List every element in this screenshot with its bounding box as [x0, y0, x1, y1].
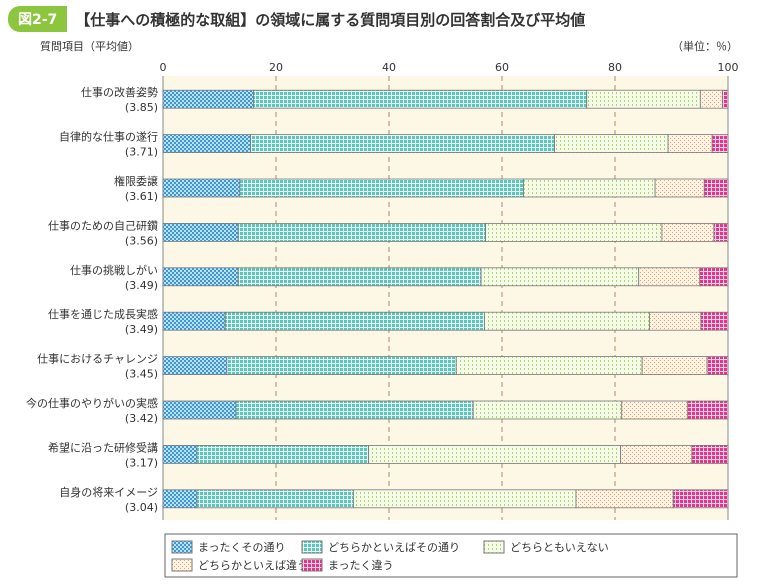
- legend-swatch: [171, 540, 193, 554]
- mean-value-label: (3.71): [125, 146, 158, 159]
- figure-title-bar: 図2-7 【仕事への積極的な取組】の領域に属する質問項目別の回答割合及び平均値: [8, 6, 585, 32]
- bar-segment: [250, 134, 555, 154]
- mean-value-label: (3.85): [125, 101, 158, 114]
- bar-segment: [455, 356, 643, 376]
- category-label: 自身の将来イメージ: [59, 485, 158, 499]
- mean-value-label: (3.49): [125, 279, 158, 292]
- legend-swatch: [171, 558, 193, 572]
- bar-segment: [711, 134, 729, 154]
- bar-segment: [480, 267, 640, 287]
- mean-value-label: (3.17): [125, 456, 158, 469]
- category-label: 仕事の改善姿勢: [81, 85, 158, 99]
- category-label: 仕事を通じた成長実感: [48, 307, 158, 321]
- x-tick-label: 100: [718, 61, 739, 74]
- bar-segment: [162, 400, 237, 420]
- legend-label: どちらかといえばその通り: [328, 541, 460, 554]
- bar-segment: [368, 444, 622, 464]
- legend-label: まったくその通り: [198, 541, 286, 554]
- figure-title: 【仕事への積極的な取組】の領域に属する質問項目別の回答割合及び平均値: [75, 10, 586, 29]
- legend-swatch: [301, 558, 323, 572]
- legend-label: どちらともいえない: [510, 541, 609, 554]
- x-tick-label: 60: [495, 61, 509, 74]
- bar-segment: [699, 267, 729, 287]
- category-label: 仕事の挑戦しがい: [70, 263, 158, 277]
- bar-segment: [686, 400, 729, 420]
- bar-segment: [196, 489, 354, 509]
- bar-segment: [353, 489, 577, 509]
- x-tick-label: 80: [608, 61, 622, 74]
- legend-label: まったく違う: [328, 559, 394, 572]
- bar-segment: [649, 311, 702, 331]
- x-tick-label: 40: [382, 61, 396, 74]
- bar-segment: [162, 267, 239, 287]
- bar-segment: [484, 311, 650, 331]
- bar-segment: [162, 89, 254, 109]
- bar-segment: [667, 134, 713, 154]
- x-tick-label: 0: [160, 61, 167, 74]
- bar-segment: [237, 222, 487, 242]
- bar-segment: [638, 267, 701, 287]
- unit-label: （単位：％）: [672, 39, 738, 53]
- mean-value-label: (3.45): [125, 368, 158, 381]
- category-label: 仕事のための自己研鑽: [48, 218, 158, 232]
- bar-segment: [162, 444, 198, 464]
- mean-value-label: (3.04): [125, 501, 158, 514]
- bar-segment: [226, 356, 457, 376]
- bar-segment: [691, 444, 729, 464]
- bar-segment: [162, 356, 228, 376]
- bar-segment: [162, 222, 239, 242]
- bar-segment: [700, 311, 729, 331]
- y-axis-label: 質問項目（平均値）: [40, 39, 139, 53]
- bar-segment: [713, 222, 729, 242]
- bar-segment: [239, 178, 524, 198]
- category-label: 仕事におけるチャレンジ: [37, 353, 158, 366]
- bar-segment: [620, 444, 693, 464]
- bar-segment: [252, 89, 588, 109]
- bar-segment: [237, 267, 482, 287]
- bar-segment: [703, 178, 729, 198]
- bar-segment: [721, 89, 729, 109]
- bar-segment: [661, 222, 715, 242]
- bar-segment: [485, 222, 663, 242]
- category-label: 権限委譲: [114, 174, 158, 188]
- mean-value-label: (3.61): [125, 190, 158, 203]
- legend-swatch: [301, 540, 323, 554]
- legend-swatch: [483, 540, 505, 554]
- category-label: 希望に沿った研修受講: [48, 440, 158, 454]
- bar-segment: [554, 134, 669, 154]
- bar-segment: [162, 311, 226, 331]
- bar-segment: [224, 311, 485, 331]
- bar-segment: [196, 444, 370, 464]
- mean-value-label: (3.49): [125, 323, 158, 336]
- bar-segment: [523, 178, 656, 198]
- legend: [164, 533, 738, 578]
- bar-segment: [472, 400, 623, 420]
- figure-label: 図2-7: [8, 6, 68, 32]
- bar-segment: [672, 489, 729, 509]
- x-tick-label: 20: [269, 61, 283, 74]
- bar-segment: [586, 89, 701, 109]
- bar-segment: [654, 178, 705, 198]
- legend-label: どちらかといえば違う: [198, 559, 308, 572]
- bar-segment: [162, 178, 241, 198]
- category-label: 今の仕事のやりがいの実感: [26, 396, 158, 410]
- bar-segment: [621, 400, 688, 420]
- bar-segment: [706, 356, 729, 376]
- mean-value-label: (3.42): [125, 412, 158, 425]
- category-label: 自律的な仕事の遂行: [59, 130, 158, 144]
- bar-segment: [699, 89, 723, 109]
- bar-segment: [162, 489, 198, 509]
- mean-value-label: (3.56): [125, 234, 158, 247]
- bar-segment: [162, 134, 251, 154]
- bar-segment: [641, 356, 708, 376]
- bar-segment: [235, 400, 474, 420]
- bar-segment: [575, 489, 674, 509]
